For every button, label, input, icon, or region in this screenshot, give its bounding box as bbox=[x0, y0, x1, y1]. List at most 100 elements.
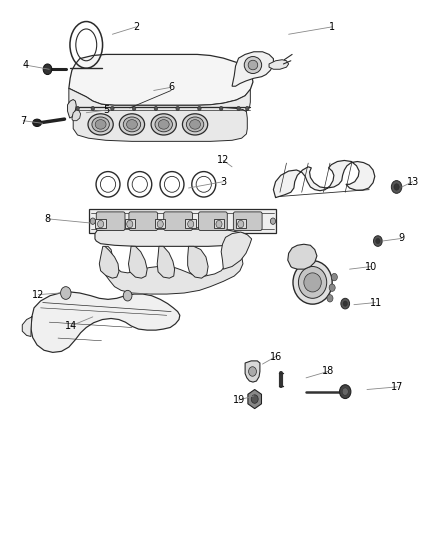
Ellipse shape bbox=[293, 261, 332, 304]
PathPatch shape bbox=[69, 88, 251, 117]
FancyBboxPatch shape bbox=[233, 212, 262, 230]
PathPatch shape bbox=[221, 232, 252, 269]
Circle shape bbox=[219, 107, 223, 111]
Polygon shape bbox=[31, 292, 180, 352]
Bar bbox=[89, 209, 276, 233]
Bar bbox=[95, 219, 106, 228]
Circle shape bbox=[246, 107, 249, 111]
Ellipse shape bbox=[248, 60, 258, 70]
Ellipse shape bbox=[183, 114, 208, 135]
Bar bbox=[214, 219, 224, 228]
Text: 11: 11 bbox=[370, 297, 382, 308]
Circle shape bbox=[394, 184, 399, 190]
Text: 13: 13 bbox=[406, 176, 419, 187]
Text: 1: 1 bbox=[329, 22, 335, 32]
Circle shape bbox=[43, 64, 52, 75]
Text: 19: 19 bbox=[233, 395, 245, 405]
Bar bbox=[185, 219, 196, 228]
Circle shape bbox=[251, 395, 258, 403]
Ellipse shape bbox=[186, 117, 204, 132]
Text: 5: 5 bbox=[103, 105, 109, 115]
Circle shape bbox=[198, 107, 201, 111]
PathPatch shape bbox=[67, 100, 76, 118]
Circle shape bbox=[342, 388, 348, 395]
Text: 18: 18 bbox=[321, 367, 334, 376]
Circle shape bbox=[187, 220, 194, 228]
Circle shape bbox=[341, 298, 350, 309]
Circle shape bbox=[98, 220, 104, 228]
PathPatch shape bbox=[73, 108, 247, 141]
PathPatch shape bbox=[157, 246, 175, 278]
Text: 4: 4 bbox=[22, 60, 28, 70]
Ellipse shape bbox=[119, 114, 145, 135]
PathPatch shape bbox=[95, 227, 247, 246]
Text: 8: 8 bbox=[44, 214, 50, 224]
PathPatch shape bbox=[232, 52, 273, 86]
PathPatch shape bbox=[72, 110, 81, 120]
Ellipse shape bbox=[33, 119, 42, 126]
Text: 3: 3 bbox=[220, 176, 226, 187]
Text: 9: 9 bbox=[399, 233, 405, 244]
Circle shape bbox=[90, 218, 95, 224]
Bar bbox=[155, 219, 166, 228]
PathPatch shape bbox=[187, 246, 208, 278]
Bar bbox=[124, 219, 135, 228]
Circle shape bbox=[331, 273, 337, 281]
Ellipse shape bbox=[88, 114, 113, 135]
Text: 10: 10 bbox=[365, 262, 378, 271]
FancyBboxPatch shape bbox=[96, 212, 125, 230]
Ellipse shape bbox=[244, 56, 261, 74]
Ellipse shape bbox=[127, 119, 138, 129]
Circle shape bbox=[376, 238, 380, 244]
Circle shape bbox=[329, 284, 335, 292]
Circle shape bbox=[327, 295, 333, 302]
Text: 16: 16 bbox=[269, 352, 282, 361]
Circle shape bbox=[238, 220, 244, 228]
Ellipse shape bbox=[92, 117, 110, 132]
Bar bbox=[236, 219, 246, 228]
Text: 2: 2 bbox=[133, 22, 139, 32]
Text: 12: 12 bbox=[32, 289, 45, 300]
Circle shape bbox=[157, 220, 163, 228]
Text: 12: 12 bbox=[217, 156, 230, 165]
PathPatch shape bbox=[128, 246, 147, 278]
PathPatch shape bbox=[245, 361, 260, 382]
Circle shape bbox=[176, 107, 180, 111]
Circle shape bbox=[339, 385, 351, 399]
Circle shape bbox=[132, 107, 136, 111]
Circle shape bbox=[343, 301, 347, 306]
Text: 6: 6 bbox=[168, 82, 174, 92]
Circle shape bbox=[237, 107, 240, 111]
Circle shape bbox=[111, 107, 114, 111]
Circle shape bbox=[76, 107, 79, 111]
Ellipse shape bbox=[151, 114, 177, 135]
Circle shape bbox=[123, 290, 132, 301]
PathPatch shape bbox=[288, 244, 317, 269]
Circle shape bbox=[154, 107, 158, 111]
PathPatch shape bbox=[69, 54, 253, 106]
Circle shape bbox=[127, 220, 133, 228]
Ellipse shape bbox=[123, 117, 141, 132]
FancyBboxPatch shape bbox=[198, 212, 227, 230]
Circle shape bbox=[374, 236, 382, 246]
PathPatch shape bbox=[22, 317, 32, 336]
PathPatch shape bbox=[269, 60, 289, 69]
Ellipse shape bbox=[95, 119, 106, 129]
PathPatch shape bbox=[99, 246, 119, 278]
FancyBboxPatch shape bbox=[164, 212, 192, 230]
Circle shape bbox=[216, 220, 222, 228]
Ellipse shape bbox=[190, 119, 201, 129]
Circle shape bbox=[60, 287, 71, 300]
Ellipse shape bbox=[298, 266, 327, 298]
Circle shape bbox=[391, 181, 402, 193]
Circle shape bbox=[249, 367, 256, 376]
Ellipse shape bbox=[158, 119, 169, 129]
Ellipse shape bbox=[304, 273, 321, 292]
Ellipse shape bbox=[155, 117, 173, 132]
FancyBboxPatch shape bbox=[129, 212, 158, 230]
PathPatch shape bbox=[105, 240, 243, 294]
Circle shape bbox=[91, 107, 95, 111]
Text: 14: 14 bbox=[65, 321, 77, 331]
Text: 17: 17 bbox=[391, 382, 404, 392]
Polygon shape bbox=[273, 160, 375, 198]
